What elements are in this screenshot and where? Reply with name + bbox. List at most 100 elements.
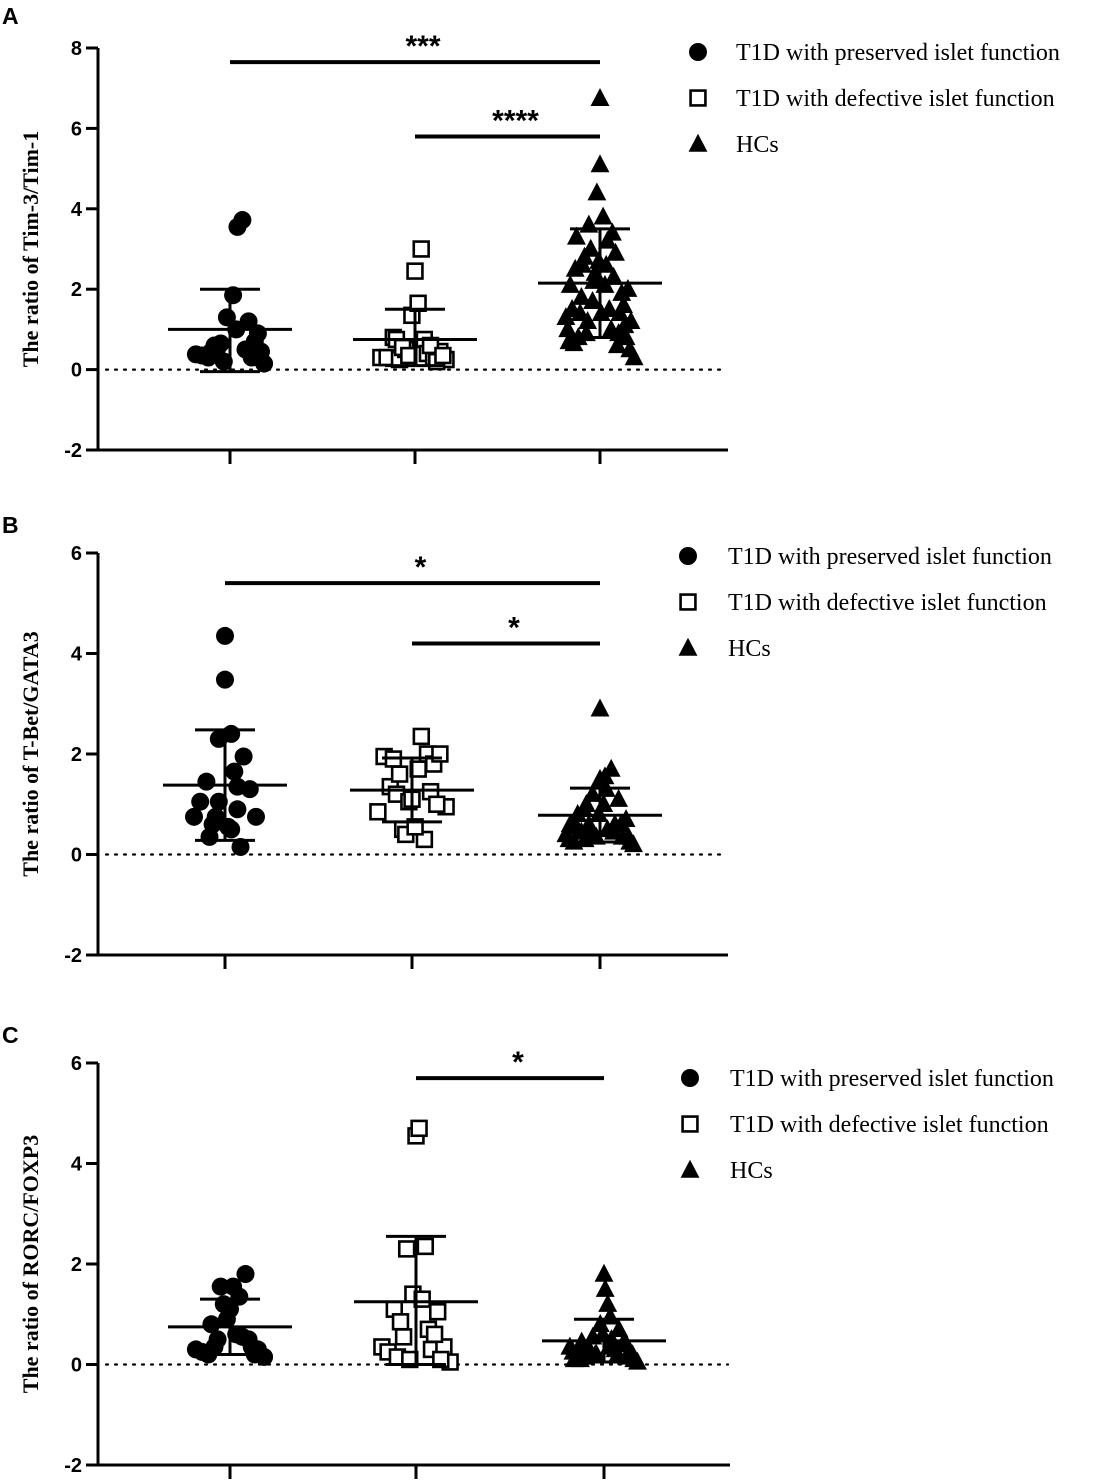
data-point [581,824,601,843]
group-triangle-series [542,1263,666,1370]
data-point [214,352,233,371]
significance-label: * [512,1046,524,1079]
data-point [230,1287,249,1306]
data-point [225,762,244,781]
data-point [185,807,203,826]
data-point [236,1265,255,1284]
data-point [412,240,430,258]
data-point [609,1319,629,1338]
y-tick-label: 4 [71,644,83,666]
data-point [219,817,238,836]
data-point [397,1240,416,1258]
legend-circle-marker [689,43,707,61]
data-point [585,1344,605,1363]
panel-b: B -2 0 2 4 6 The ratio of T-Bet/GATA3 * * T1D wit… [2,512,1052,969]
y-axis-label: The ratio of Tim-3/Tim-1 [18,131,43,368]
data-point [595,766,615,785]
legend-label: T1D with defective islet function [736,86,1055,112]
data-point [606,242,625,261]
data-point [239,1330,258,1349]
data-point [231,837,250,856]
significance-label: * [508,611,520,644]
data-point [590,154,610,173]
data-point [209,792,228,811]
group-circle-series [168,1265,292,1366]
legend-label: T1D with preserved islet function [728,544,1052,570]
data-point [394,1328,413,1346]
data-point [590,698,610,717]
data-point [587,182,607,201]
data-point [410,1119,428,1138]
y-tick-label: 2 [71,744,82,766]
y-tick-label: -2 [64,945,82,967]
data-point [579,814,599,833]
y-tick-label: 4 [71,199,83,221]
data-point [390,765,409,783]
data-point [202,342,221,361]
data-point [197,772,216,791]
group-triangle-series [538,87,662,366]
legend-label: T1D with defective islet function [728,590,1047,616]
data-point [620,339,640,358]
y-tick-label: 2 [71,279,82,301]
data-point [571,286,591,305]
group-square-series [350,727,474,849]
data-point [598,1293,618,1312]
significance-label: * [415,551,427,584]
panel-letter: A [2,3,19,29]
data-point [406,262,424,280]
data-point [415,830,434,849]
data-point [216,626,234,645]
y-tick-label: 6 [71,1053,82,1075]
legend-circle-marker [679,547,697,565]
y-tick-label: 6 [71,543,82,565]
data-point [601,319,621,338]
data-point [245,332,264,351]
panel-letter: B [2,512,19,538]
data-point [566,226,586,245]
data-point [240,780,259,799]
y-tick-label: 2 [71,1254,82,1276]
legend: T1D with preserved islet function T1D wit… [680,1066,1054,1184]
legend-label: T1D with preserved islet function [730,1066,1054,1092]
legend-triangle-marker [688,133,708,152]
data-point [594,1263,614,1282]
y-tick-label: 6 [71,118,82,140]
y-tick-label: 0 [71,1355,82,1377]
data-point [573,254,593,273]
data-point [570,303,590,322]
data-point [211,1277,230,1296]
data-point [558,319,578,338]
group-square-series [353,240,477,371]
legend-circle-marker [681,1069,699,1087]
significance-label: **** [492,104,539,137]
legend-label: HCs [736,132,779,158]
data-point [566,816,586,835]
data-point [609,788,629,807]
legend-square-marker [679,593,697,611]
data-point [216,670,234,689]
y-tick-label: 0 [71,360,82,382]
data-point [247,807,265,826]
y-axis-label: The ratio of RORC/FOXP3 [18,1135,43,1393]
data-point [416,1237,435,1256]
legend: T1D with preserved islet function T1D wit… [688,40,1060,158]
y-tick-label: 0 [71,845,82,867]
data-point [428,1303,447,1321]
data-point [369,803,387,821]
y-axis-label: The ratio of T-Bet/GATA3 [18,631,43,876]
legend-square-marker [689,89,707,107]
data-point [610,303,630,322]
data-point [619,826,638,845]
group-square-series [354,1119,478,1371]
legend: T1D with preserved islet function T1D wit… [678,544,1052,662]
data-point [425,1325,444,1344]
data-point [228,800,247,819]
y-tick-label: -2 [64,440,82,462]
data-point [202,1315,221,1334]
legend-square-marker [681,1115,699,1133]
data-point [233,211,252,230]
data-point [590,87,610,106]
